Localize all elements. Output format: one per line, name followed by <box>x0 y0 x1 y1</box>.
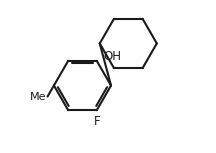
Text: F: F <box>94 115 101 128</box>
Text: OH: OH <box>103 50 121 63</box>
Text: Me: Me <box>30 92 46 102</box>
